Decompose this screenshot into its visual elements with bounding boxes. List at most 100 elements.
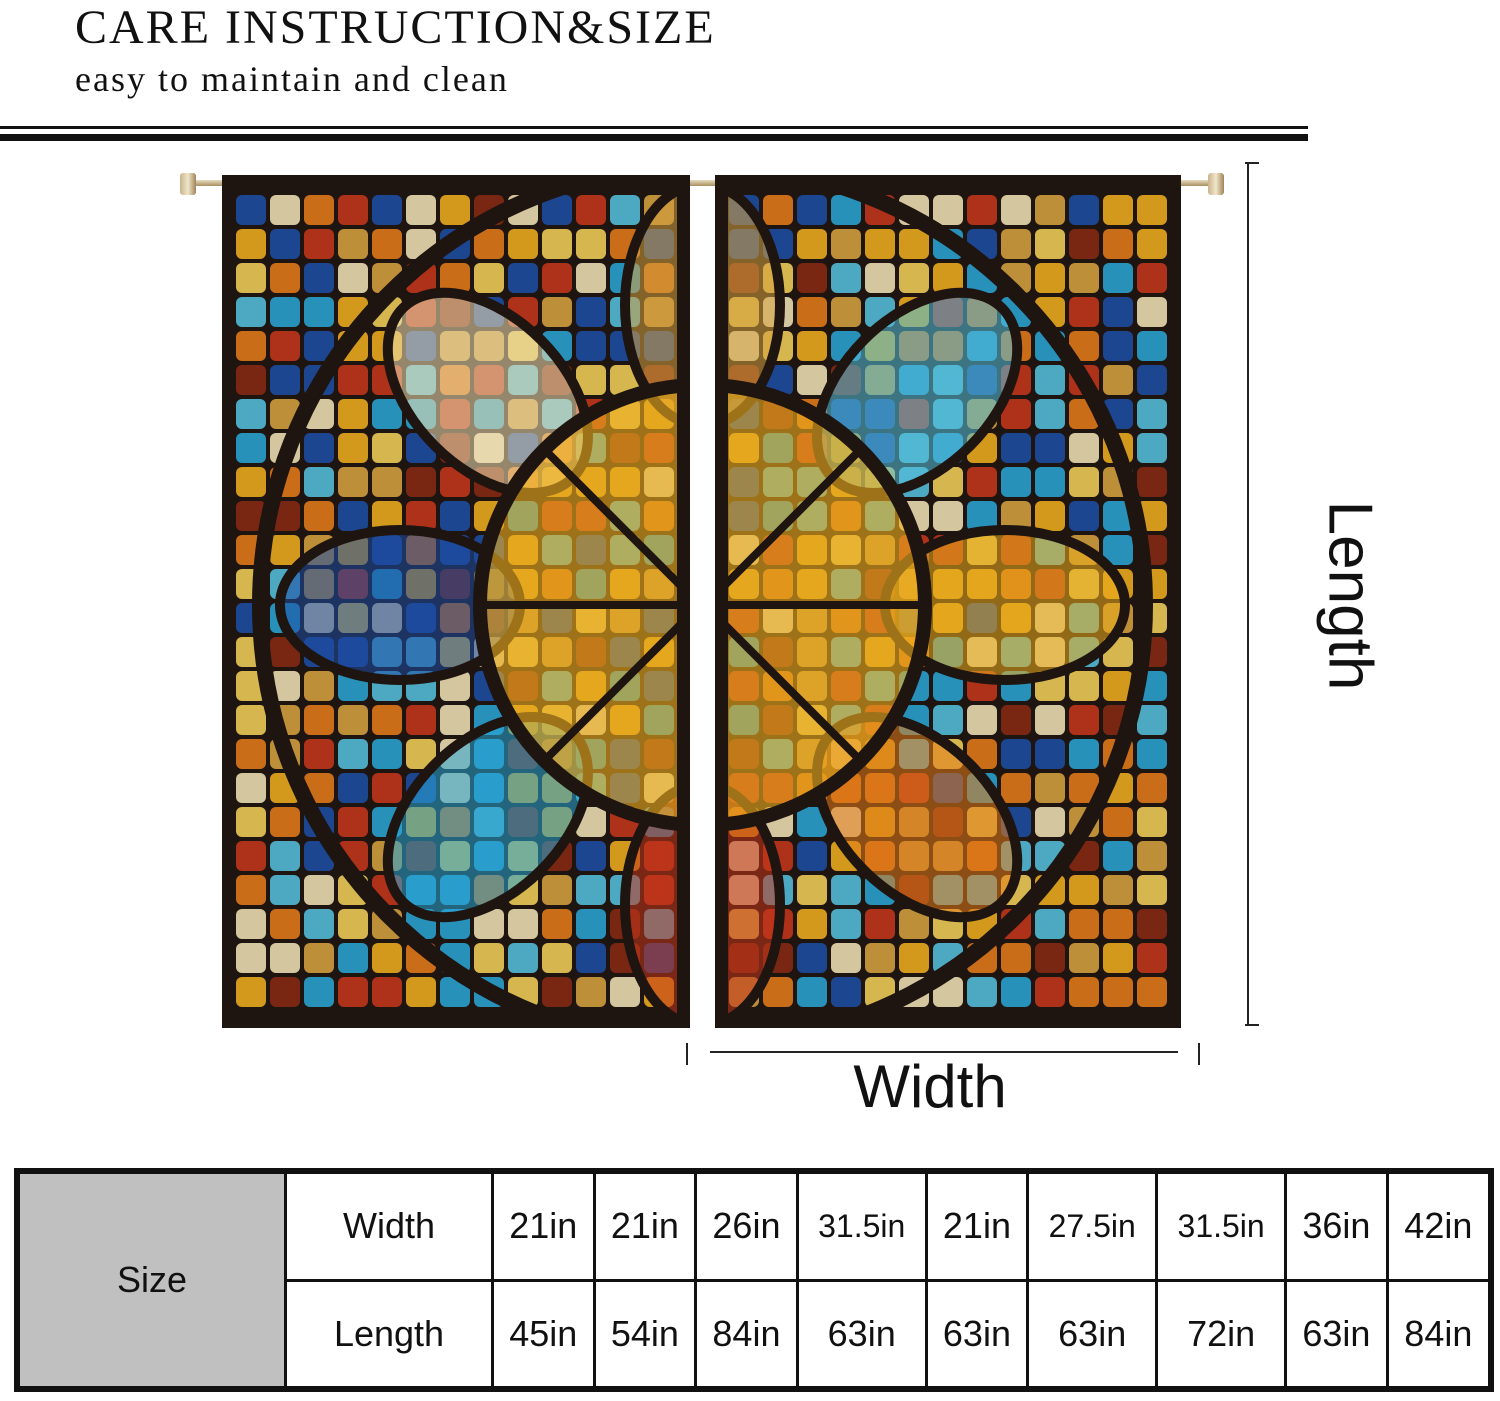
glass-tile	[797, 331, 827, 361]
glass-spoke	[715, 446, 864, 601]
glass-tile	[865, 263, 895, 293]
glass-tile	[372, 977, 402, 1007]
glass-tile	[304, 229, 334, 259]
glass-tile	[1035, 739, 1065, 769]
glass-tile	[372, 399, 402, 429]
length-arrow-cap-top	[1245, 162, 1259, 164]
glass-tile	[797, 977, 827, 1007]
glass-tile	[338, 229, 368, 259]
width-arrow	[710, 1051, 1178, 1053]
glass-tile	[865, 943, 895, 973]
glass-tile	[236, 195, 266, 225]
glass-tile	[1001, 399, 1031, 429]
glass-tile	[304, 195, 334, 225]
glass-tile	[338, 943, 368, 973]
glass-tile	[270, 365, 300, 395]
width-value: 31.5in	[795, 1169, 928, 1282]
glass-spoke	[541, 446, 690, 601]
glass-tile	[372, 773, 402, 803]
glass-tile	[338, 977, 368, 1007]
glass-tile	[270, 195, 300, 225]
glass-tile	[1035, 195, 1065, 225]
glass-tile	[899, 909, 929, 939]
glass-tile	[270, 977, 300, 1007]
glass-tile	[236, 705, 266, 735]
glass-tile	[1001, 467, 1031, 497]
glass-tile	[797, 841, 827, 871]
glass-tile	[1001, 739, 1031, 769]
glass-tile	[236, 433, 266, 463]
glass-frame	[715, 175, 1181, 1028]
glass-tile	[372, 229, 402, 259]
glass-tile	[406, 467, 436, 497]
glass-tile	[338, 705, 368, 735]
glass-tile	[338, 739, 368, 769]
glass-tile	[1103, 229, 1133, 259]
glass-tile	[831, 229, 861, 259]
glass-tile	[270, 331, 300, 361]
glass-tile	[440, 195, 470, 225]
glass-tile	[542, 229, 572, 259]
glass-tile	[270, 807, 300, 837]
glass-tile	[576, 195, 606, 225]
glass-tile	[576, 331, 606, 361]
length-value: 63in	[1284, 1278, 1389, 1391]
glass-tile	[1035, 263, 1065, 293]
glass-tile	[406, 977, 436, 1007]
glass-tile	[1035, 909, 1065, 939]
glass-tile	[610, 977, 640, 1007]
glass-tile	[338, 399, 368, 429]
glass-tile	[270, 943, 300, 973]
glass-tile	[610, 365, 640, 395]
glass-tile	[1035, 229, 1065, 259]
length-label: Length	[1315, 500, 1385, 691]
glass-tile	[236, 773, 266, 803]
glass-tile	[406, 501, 436, 531]
glass-tile	[1069, 433, 1099, 463]
glass-tile	[967, 467, 997, 497]
glass-tile	[831, 297, 861, 327]
stained-glass-pattern-right	[715, 175, 1181, 1028]
glass-tile	[576, 365, 606, 395]
glass-tile	[797, 943, 827, 973]
curtain-panel-left	[222, 175, 690, 1028]
glass-tile	[270, 875, 300, 905]
length-value: 72in	[1155, 1278, 1288, 1391]
glass-tile	[236, 399, 266, 429]
glass-ring	[252, 175, 660, 1028]
glass-tile	[1103, 535, 1133, 565]
glass-tile	[1137, 841, 1167, 871]
length-value: 84in	[1385, 1278, 1493, 1391]
page-subtitle: easy to maintain and clean	[75, 59, 509, 99]
rod-finial-left	[180, 173, 196, 195]
glass-tile	[1069, 195, 1099, 225]
glass-tile	[933, 705, 963, 735]
glass-tile	[304, 671, 334, 701]
glass-tile	[440, 501, 470, 531]
glass-tile	[1069, 297, 1099, 327]
glass-tile	[304, 331, 334, 361]
glass-tile	[236, 977, 266, 1007]
glass-tile	[508, 263, 538, 293]
glass-tile	[236, 365, 266, 395]
glass-tile	[474, 909, 504, 939]
glass-tile	[304, 739, 334, 769]
size-table: Size Width 21in 21in 26in 31.5in 21in 27…	[14, 1168, 1494, 1392]
glass-tile	[1137, 433, 1167, 463]
glass-tile	[967, 977, 997, 1007]
glass-tile	[542, 195, 572, 225]
glass-tile	[1069, 977, 1099, 1007]
width-value: 21in	[924, 1169, 1030, 1282]
glass-tile	[338, 773, 368, 803]
glass-tile	[1137, 331, 1167, 361]
glass-tile	[236, 807, 266, 837]
stained-glass-pattern-left	[222, 175, 690, 1028]
glass-tile	[1001, 229, 1031, 259]
glass-tile	[576, 909, 606, 939]
glass-tile	[1137, 297, 1167, 327]
glass-tile	[1103, 331, 1133, 361]
glass-tile	[797, 365, 827, 395]
glass-tile	[236, 875, 266, 905]
glass-tile	[372, 705, 402, 735]
glass-tile	[1137, 229, 1167, 259]
